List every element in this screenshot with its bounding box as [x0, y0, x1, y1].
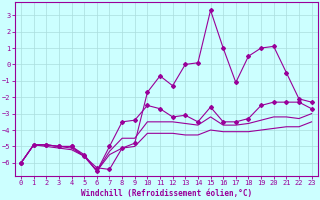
X-axis label: Windchill (Refroidissement éolien,°C): Windchill (Refroidissement éolien,°C) — [81, 189, 252, 198]
